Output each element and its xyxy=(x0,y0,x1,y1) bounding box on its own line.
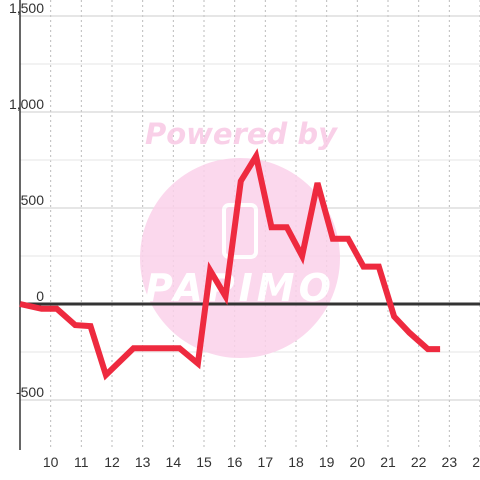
x-tick-labels: 10 11 12 13 14 15 16 17 18 19 20 21 22 23 24 xyxy=(43,454,480,470)
x-tick-label: 20 xyxy=(350,454,366,470)
watermark: Powered by PAPIMO xyxy=(140,117,340,358)
x-tick-label: 11 xyxy=(74,454,89,470)
x-tick-label: 21 xyxy=(380,454,396,470)
x-tick-label: 19 xyxy=(319,454,335,470)
x-tick-label: 14 xyxy=(166,454,182,470)
series-line xyxy=(19,148,441,381)
watermark-caption: Powered by xyxy=(145,117,338,151)
x-tick-label: 13 xyxy=(135,454,151,470)
x-tick-label: 10 xyxy=(43,454,59,470)
x-tick-label: 17 xyxy=(258,454,274,470)
y-tick-label: -500 xyxy=(16,384,44,400)
x-tick-label: 16 xyxy=(227,454,243,470)
x-tick-label: 22 xyxy=(411,454,427,470)
x-tick-label: 24 xyxy=(472,454,480,470)
y-tick-labels: -500 0 500 1,000 1,500 xyxy=(9,0,44,400)
x-tick-label: 23 xyxy=(442,454,458,470)
y-tick-label: 1,500 xyxy=(9,0,44,16)
y-tick-label: 0 xyxy=(36,288,44,304)
series-points xyxy=(19,156,441,376)
x-tick-label: 15 xyxy=(196,454,212,470)
x-tick-label: 18 xyxy=(288,454,304,470)
y-tick-label: 500 xyxy=(21,192,45,208)
y-tick-label: 1,000 xyxy=(9,96,44,112)
x-tick-label: 12 xyxy=(104,454,120,470)
